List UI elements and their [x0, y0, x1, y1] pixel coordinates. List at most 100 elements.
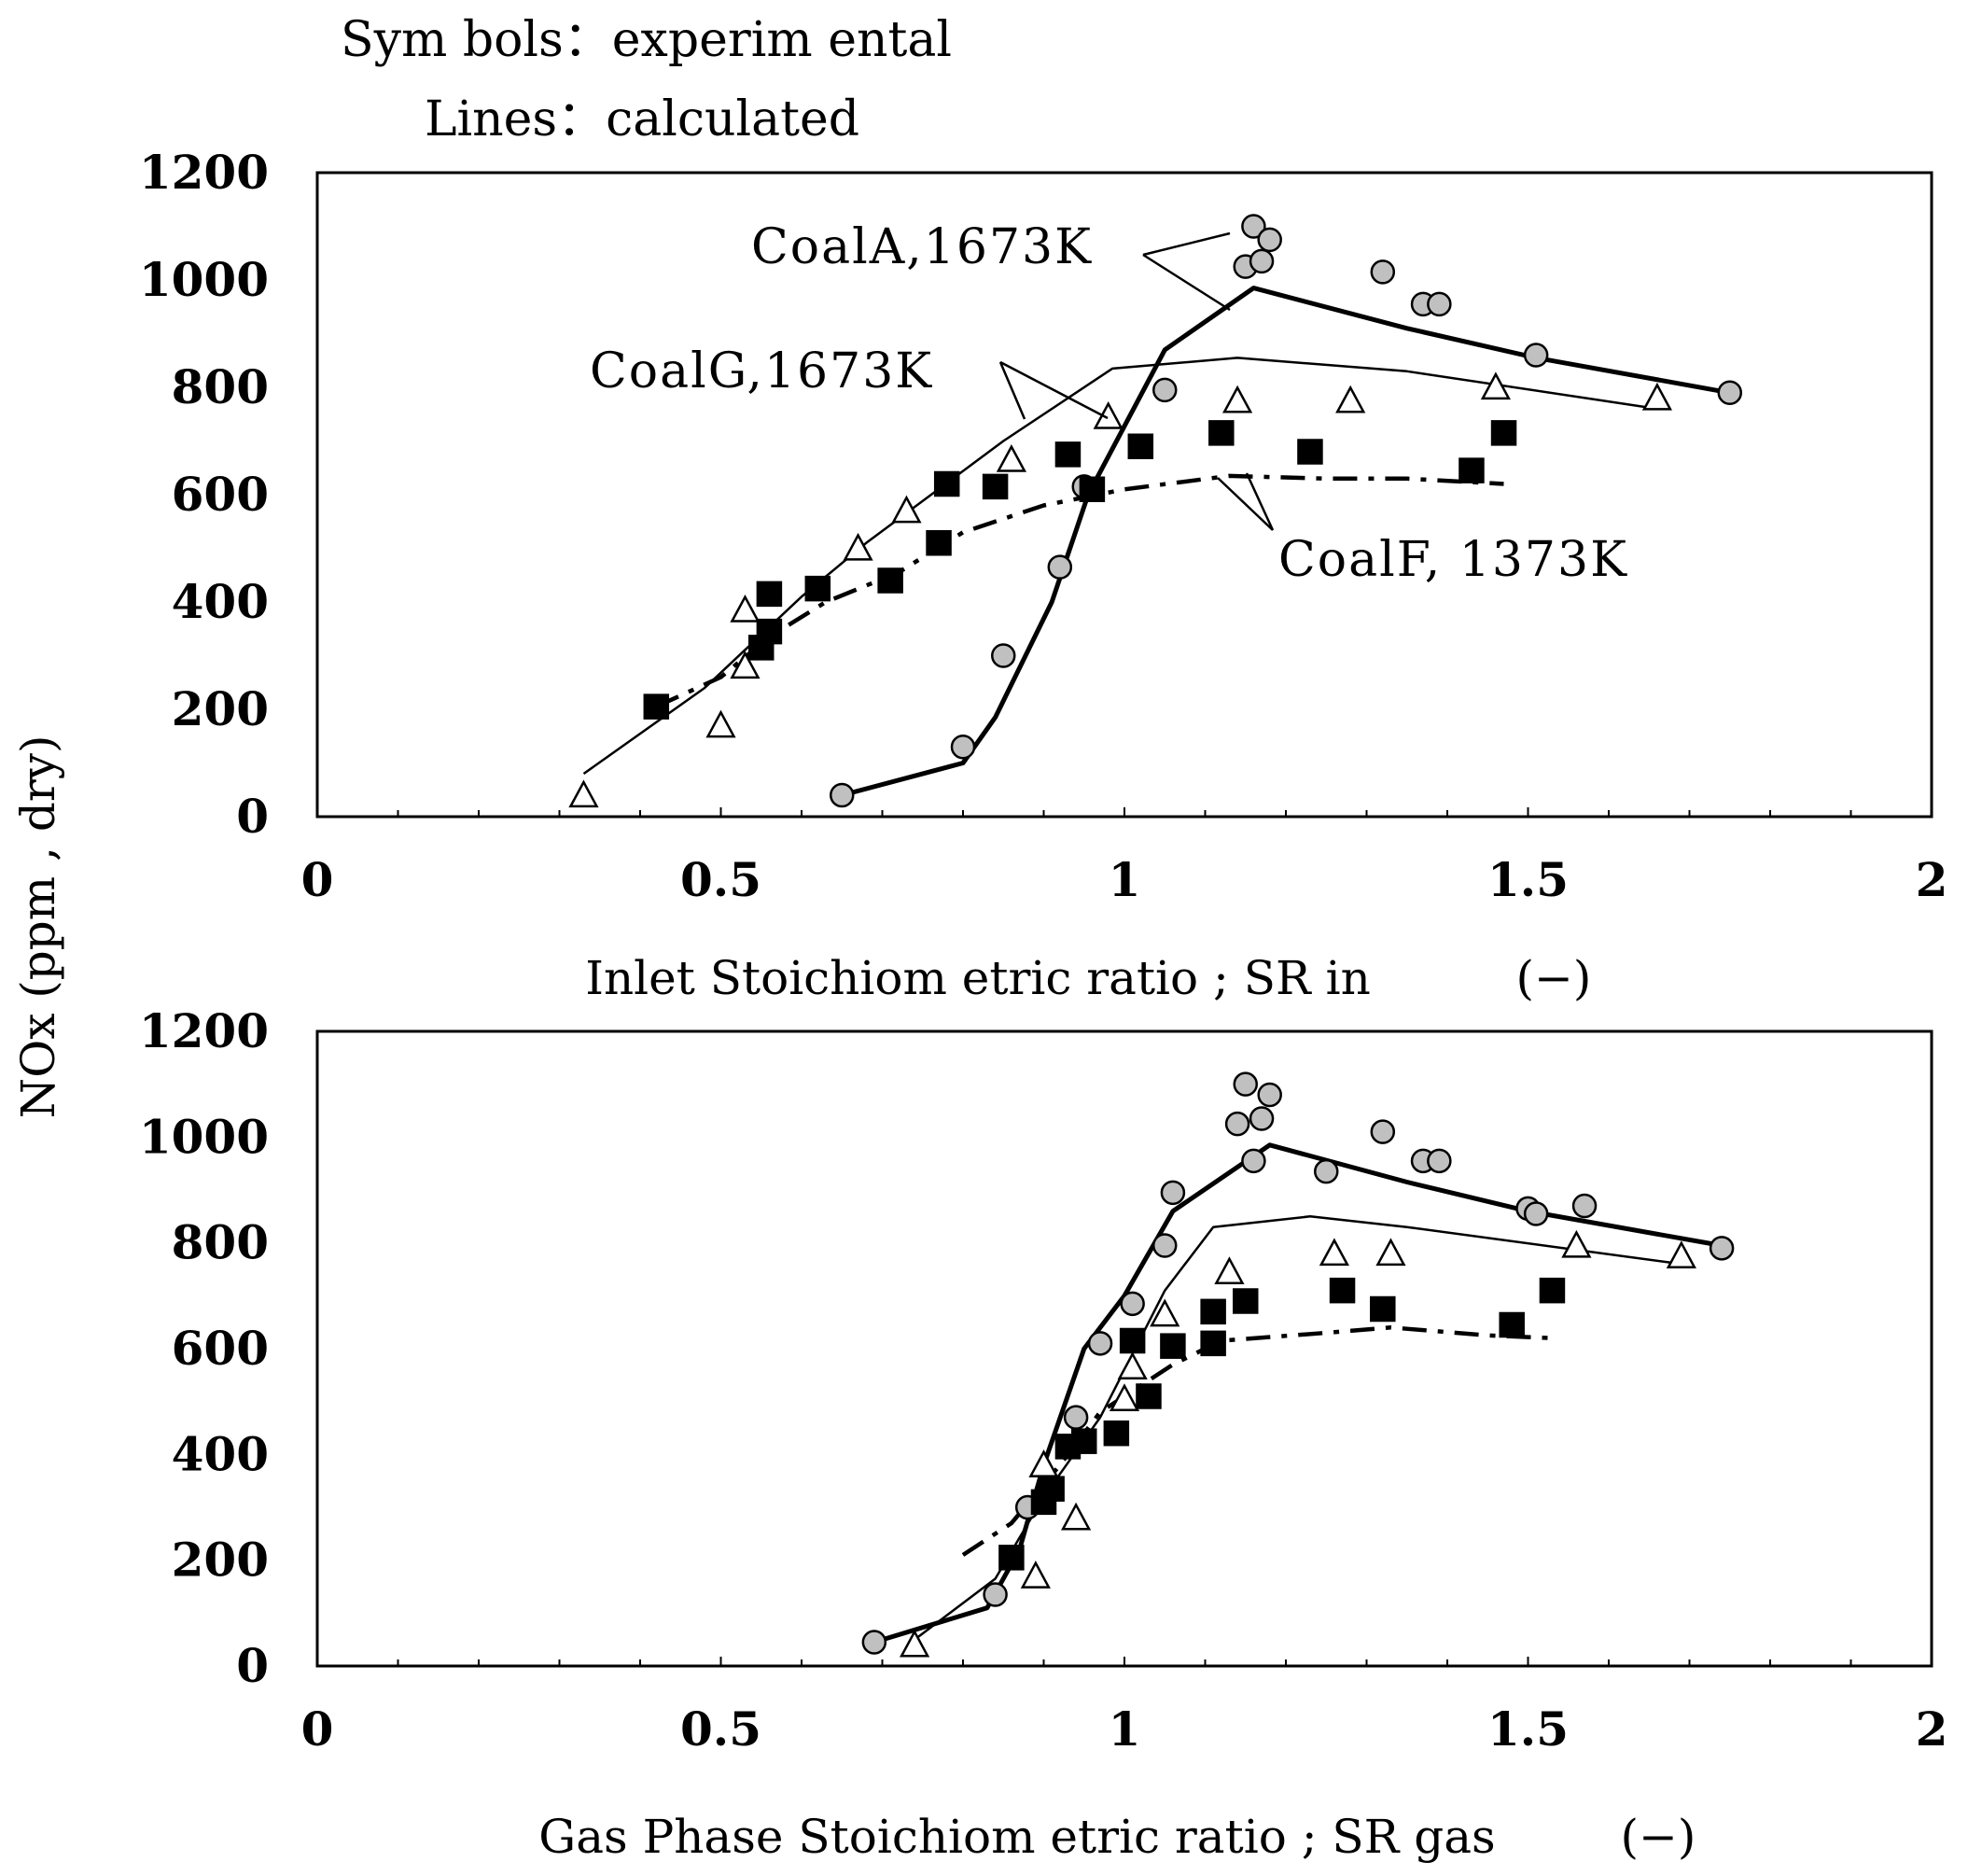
data-point-coal-a-1673k	[1427, 291, 1452, 317]
annotation-coal-f: CoalF, 1373K	[1278, 532, 1628, 588]
xtick-labels-bottom: 0 0.5 1 1.5 2	[301, 1701, 1948, 1757]
data-point-coal-f-1373k	[1208, 420, 1235, 446]
leader-coal-g-2	[999, 360, 1109, 420]
x-tick-label-bottom: 1	[1109, 1701, 1141, 1757]
data-point-coal-g-1673k	[1375, 1238, 1406, 1267]
data-point-coal-g-1673k	[1020, 1561, 1051, 1589]
lines-note: Lines：calculated	[425, 91, 859, 147]
data-point-coal-f-1373k	[982, 473, 1009, 500]
data-point-coal-g-1673k	[1641, 382, 1672, 411]
x-tick-label-bottom: 0	[301, 1701, 334, 1757]
data-point-coal-a-1673k	[1523, 1201, 1549, 1226]
data-point-coal-g-1673k	[705, 709, 736, 738]
y-tick-label-top: 600	[172, 467, 269, 522]
data-point-coal-g-1673k	[1561, 1229, 1592, 1258]
data-point-coal-g-1673k	[1335, 385, 1366, 413]
data-point-coal-f-1373k	[1499, 1311, 1525, 1338]
leader-coal-a-1	[1142, 231, 1231, 257]
data-point-coal-g-1673k	[1214, 1256, 1245, 1284]
data-point-coal-a-1673k	[1249, 248, 1275, 274]
data-point-coal-f-1373k	[1329, 1277, 1356, 1304]
data-point-coal-g-1673k	[1222, 385, 1253, 413]
data-point-coal-f-1373k	[1160, 1333, 1186, 1359]
symbols-note: Sym bols：experim ental	[341, 12, 952, 68]
data-point-coal-g-1673k	[1117, 1351, 1148, 1379]
data-point-coal-a-1673k	[1314, 1158, 1339, 1184]
y-tick-label-top: 400	[172, 574, 269, 629]
y-tick-label-bottom: 400	[172, 1426, 269, 1481]
ticks-bottom	[316, 1657, 1933, 1666]
x-tick-label-top: 1.5	[1487, 852, 1569, 907]
data-point-coal-g-1673k	[730, 594, 761, 623]
data-point-coal-g-1673k	[996, 443, 1026, 472]
y-tick-label-bottom: 200	[172, 1533, 269, 1588]
data-point-coal-a-1673k	[1233, 1071, 1258, 1097]
data-point-coal-f-1373k	[1200, 1330, 1226, 1357]
data-point-coal-g-1673k	[1319, 1238, 1349, 1267]
data-point-coal-a-1673k	[1087, 1331, 1113, 1356]
y-tick-label-top: 1200	[139, 145, 269, 200]
data-point-coal-g-1673k	[568, 779, 599, 808]
data-point-coal-f-1373k	[1200, 1298, 1226, 1325]
data-point-coal-f-1373k	[1539, 1277, 1566, 1304]
markers-top	[568, 214, 1742, 808]
data-point-coal-a-1673k	[1427, 1148, 1452, 1174]
x-axis-title-bottom: Gas Phase Stoichiom etric ratio ; SR gas	[538, 1810, 1495, 1864]
data-point-coal-g-1673k	[1666, 1240, 1696, 1268]
data-point-coal-a-1673k	[1224, 1111, 1250, 1137]
data-point-coal-a-1673k	[1523, 343, 1549, 368]
data-point-coal-a-1673k	[1152, 377, 1178, 403]
y-tick-label-bottom: 600	[172, 1321, 269, 1376]
data-point-coal-f-1373k	[1071, 1428, 1097, 1454]
y-tick-label-bottom: 1200	[139, 1003, 269, 1058]
calc-line-coal-f-1373k-top	[655, 473, 1504, 709]
data-point-coal-g-1673k	[891, 495, 922, 524]
ytick-labels-bottom: 0 200 400 600 800 1000 1200	[139, 1003, 269, 1693]
data-point-coal-f-1373k	[1297, 439, 1323, 465]
data-point-coal-f-1373k	[1136, 1383, 1162, 1409]
data-point-coal-a-1673k	[983, 1582, 1008, 1607]
xtick-labels-top: 0 0.5 1 1.5 2	[301, 852, 1948, 907]
x-tick-label-bottom: 0.5	[680, 1701, 761, 1757]
data-point-coal-a-1673k	[1709, 1236, 1735, 1261]
leader-coal-a-2	[1142, 253, 1231, 312]
data-point-coal-f-1373k	[756, 581, 783, 608]
x-axis-title-top: Inlet Stoichiom etric ratio ; SR in	[585, 951, 1371, 1005]
data-point-coal-f-1373k	[1079, 476, 1106, 502]
x-tick-label-bottom: 2	[1916, 1701, 1948, 1757]
data-point-coal-a-1673k	[1120, 1291, 1145, 1317]
ytick-labels-top: 0 200 400 600 800 1000 1200	[139, 145, 269, 844]
y-tick-label-top: 1000	[139, 252, 269, 307]
data-point-coal-f-1373k	[1490, 420, 1517, 446]
data-point-coal-g-1673k	[1480, 371, 1511, 400]
ticks-top	[316, 807, 1933, 817]
data-point-coal-a-1673k	[830, 782, 855, 808]
data-point-coal-a-1673k	[861, 1630, 887, 1655]
data-point-coal-g-1673k	[730, 651, 761, 679]
data-point-coal-g-1673k	[1093, 400, 1124, 429]
data-point-coal-a-1673k	[1257, 227, 1282, 253]
data-point-coal-g-1673k	[900, 1629, 930, 1658]
data-point-coal-g-1673k	[1150, 1298, 1180, 1327]
y-tick-label-bottom: 1000	[139, 1109, 269, 1164]
leader-coal-f-1	[1245, 472, 1275, 531]
data-point-coal-f-1373k	[1103, 1420, 1130, 1447]
data-point-coal-a-1673k	[950, 735, 976, 760]
data-point-coal-a-1673k	[1063, 1405, 1089, 1430]
data-point-coal-f-1373k	[643, 693, 670, 720]
y-axis-title: NOx (ppm , dry)	[11, 735, 65, 1118]
data-point-coal-f-1373k	[1054, 441, 1082, 468]
y-tick-label-bottom: 0	[236, 1638, 269, 1693]
y-tick-label-top: 200	[172, 681, 269, 736]
data-point-coal-a-1673k	[1152, 1233, 1178, 1258]
calc-line-coal-a-1673k-top	[841, 286, 1731, 798]
x-axis-unit-top: (−)	[1516, 951, 1592, 1005]
calc-line-coal-g-1673k-top	[582, 357, 1658, 776]
data-point-coal-a-1673k	[1370, 259, 1396, 285]
calc-line-coal-f-1373k-bottom	[961, 1325, 1553, 1557]
chart-inlet-sr: 0 200 400 600 800 1000 1200 0 0.5 1 1.5 2 CoalA,16…	[139, 145, 1948, 1005]
data-point-coal-f-1373k	[877, 567, 903, 594]
data-point-coal-g-1673k	[1109, 1383, 1140, 1411]
data-point-coal-g-1673k	[1028, 1449, 1059, 1477]
